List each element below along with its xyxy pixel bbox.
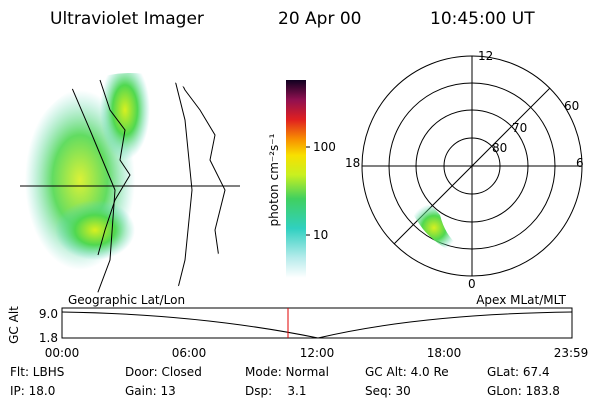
header: Ultraviolet Imager 20 Apr 00 10:45:00 UT xyxy=(50,9,535,29)
x-tick: 18:00 xyxy=(427,346,462,360)
timeline-title: Apex MLat/MLT xyxy=(476,293,566,307)
lat-label: 60 xyxy=(564,99,579,113)
altitude-curve xyxy=(61,311,573,339)
timeline-frame xyxy=(61,307,573,339)
status-field: IP: 18.0 xyxy=(10,384,55,398)
lat-label: 80 xyxy=(492,141,507,155)
status-field: Seq: 30 xyxy=(365,384,411,398)
date: 20 Apr 00 xyxy=(278,9,361,29)
aurora-emission xyxy=(100,73,150,160)
colorbar-axis: 100 10 photon cm⁻²s⁻¹ xyxy=(267,133,336,242)
aurora-oval xyxy=(410,203,458,252)
x-tick: 12:00 xyxy=(300,346,335,360)
meridian xyxy=(169,73,193,297)
colorbar xyxy=(286,80,306,278)
status-field: Gain: 13 xyxy=(125,384,176,398)
status-field: GC Alt: 4.0 Re xyxy=(365,365,449,379)
mlt-label: 0 xyxy=(468,277,476,291)
status: Flt: LBHS Door: Closed Mode: Normal GC Alt:… xyxy=(10,365,560,398)
colorbar-label: photon cm⁻²s⁻¹ xyxy=(267,133,281,226)
status-field: Door: Closed xyxy=(125,365,202,379)
status-field: Dsp: 3.1 xyxy=(245,384,307,398)
colorbar-tick: 100 xyxy=(313,140,336,154)
timeline: Geographic Lat/Lon Apex MLat/MLT GC Alt … xyxy=(7,293,588,360)
timeline-title: Geographic Lat/Lon xyxy=(68,293,185,307)
status-field: GLat: 67.4 xyxy=(487,365,550,379)
status-field: GLon: 183.8 xyxy=(487,384,560,398)
status-field: Mode: Normal xyxy=(245,365,329,379)
y-tick: 9.0 xyxy=(39,307,58,321)
polar-plot xyxy=(361,55,583,277)
colorbar-tick: 10 xyxy=(313,228,328,242)
x-tick: 23:59 xyxy=(554,346,589,360)
aurora-emission xyxy=(55,200,135,260)
mlt-label: 12 xyxy=(478,49,493,63)
coastline xyxy=(174,73,226,266)
meridian xyxy=(59,73,116,297)
globe-image xyxy=(20,73,240,297)
title: Ultraviolet Imager xyxy=(50,9,204,29)
polar-labels: 12 18 6 0 60 70 80 xyxy=(345,49,584,291)
y-label: GC Alt xyxy=(7,306,21,344)
mlt-label: 6 xyxy=(576,156,584,170)
x-tick: 06:00 xyxy=(172,346,207,360)
mlt-label: 18 xyxy=(345,156,360,170)
x-tick: 00:00 xyxy=(45,346,80,360)
coastline xyxy=(97,79,131,256)
status-field: Flt: LBHS xyxy=(10,365,64,379)
lat-label: 70 xyxy=(512,121,527,135)
time: 10:45:00 UT xyxy=(430,9,535,29)
y-tick: 1.8 xyxy=(39,331,58,345)
